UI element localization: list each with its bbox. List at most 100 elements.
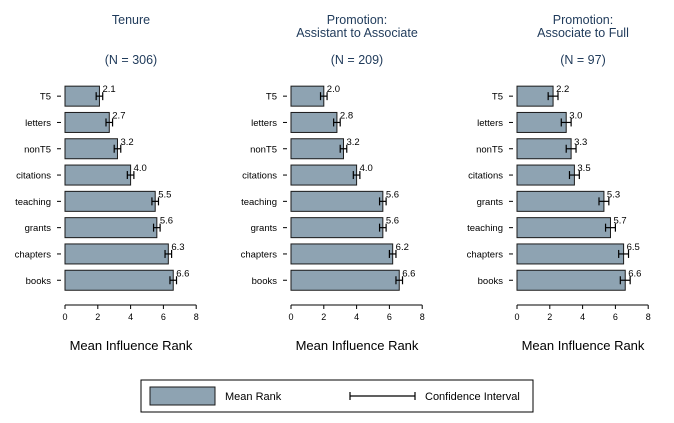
panel-tenure: Tenure (N = 306) Mean Influence Rank 0 2 4… [15, 13, 199, 353]
y-tick-label: letters [477, 118, 503, 129]
bar-books [64, 269, 174, 291]
data-label: 5.6 [386, 216, 399, 227]
y-tick-label: books [478, 276, 504, 287]
y-tick-label: chapters [467, 249, 504, 260]
panel-title-line2: Assistant to Associate [296, 26, 418, 40]
x-tick-label: 6 [613, 312, 618, 322]
x-tick-label: 2 [321, 312, 326, 322]
data-label: 5.5 [158, 189, 171, 200]
legend-ci-label: Confidence Interval [425, 391, 520, 403]
bar-grants [290, 217, 384, 239]
legend-ci-swatch [349, 392, 416, 400]
legend: Mean Rank Confidence Interval [140, 379, 534, 413]
bar-teaching [64, 190, 156, 212]
data-label: 6.5 [627, 242, 640, 253]
data-label: 5.6 [386, 189, 399, 200]
bar-letters [64, 111, 110, 133]
bar-nonT5 [290, 138, 344, 160]
data-label: 3.2 [120, 137, 133, 148]
legend-bar-label: Mean Rank [225, 391, 282, 403]
x-axis-label: Mean Influence Rank [70, 338, 193, 353]
data-label: 6.6 [402, 268, 415, 279]
y-tick-label: grants [477, 197, 504, 208]
bar-citations [290, 164, 358, 186]
x-tick-label: 8 [420, 312, 425, 322]
data-label: 6.3 [171, 242, 184, 253]
data-label: 6.2 [396, 242, 409, 253]
x-tick-label: 4 [128, 312, 133, 322]
bar-teaching [290, 190, 384, 212]
bar-T5 [64, 85, 100, 107]
bar-nonT5 [516, 138, 572, 160]
data-label: 3.2 [346, 137, 359, 148]
data-label: 4.0 [134, 163, 147, 174]
data-label: 2.2 [556, 84, 569, 95]
data-label: 3.0 [569, 110, 582, 121]
bar-letters [516, 111, 567, 133]
y-tick-label: citations [16, 171, 51, 182]
x-tick-label: 2 [547, 312, 552, 322]
y-tick-label: chapters [15, 249, 52, 260]
panel-title: Promotion: [327, 13, 387, 27]
panel-subtitle: (N = 209) [331, 53, 383, 67]
y-tick-label: nonT5 [24, 144, 51, 155]
bar-books [516, 269, 626, 291]
y-tick-label: nonT5 [476, 144, 503, 155]
data-label: 2.8 [340, 110, 353, 121]
y-tick-label: books [26, 276, 52, 287]
bar-grants [516, 190, 605, 212]
y-tick-label: teaching [241, 197, 277, 208]
bar-T5 [290, 85, 325, 107]
data-label: 6.6 [176, 268, 189, 279]
data-label: 5.6 [160, 216, 173, 227]
y-tick-label: citations [242, 171, 277, 182]
y-tick-label: T5 [266, 92, 277, 103]
bar-teaching [516, 217, 611, 239]
bar-citations [64, 164, 132, 186]
panel-title-line2: Associate to Full [537, 26, 629, 40]
legend-bar-swatch [149, 386, 216, 406]
x-tick-label: 6 [387, 312, 392, 322]
data-label: 3.5 [577, 163, 590, 174]
panel-subtitle: (N = 306) [105, 53, 157, 67]
x-tick-label: 0 [514, 312, 519, 322]
bar-chapters [516, 243, 625, 265]
data-label: 2.0 [327, 84, 340, 95]
bar-books [290, 269, 400, 291]
y-tick-label: nonT5 [250, 144, 277, 155]
x-tick-label: 8 [646, 312, 651, 322]
data-label: 6.6 [628, 268, 641, 279]
data-label: 5.3 [607, 189, 620, 200]
x-tick-label: 8 [194, 312, 199, 322]
y-tick-label: teaching [467, 223, 503, 234]
panel-assistant-to-associate: Promotion: Assistant to Associate (N = 2… [241, 13, 425, 353]
y-tick-label: letters [251, 118, 277, 129]
x-axis-label: Mean Influence Rank [296, 338, 419, 353]
data-label: 4.0 [360, 163, 373, 174]
y-tick-label: grants [25, 223, 52, 234]
bar-letters [290, 111, 338, 133]
data-label: 2.7 [112, 110, 125, 121]
bar-grants [64, 217, 158, 239]
y-tick-label: citations [468, 171, 503, 182]
data-label: 5.7 [613, 216, 626, 227]
data-label: 2.1 [102, 84, 115, 95]
y-tick-label: T5 [492, 92, 503, 103]
panel-subtitle: (N = 97) [560, 53, 606, 67]
x-tick-label: 0 [62, 312, 67, 322]
x-axis-label: Mean Influence Rank [522, 338, 645, 353]
panel-title: Promotion: [553, 13, 613, 27]
x-tick-label: 4 [580, 312, 585, 322]
bar-chapters [290, 243, 394, 265]
bar-citations [516, 164, 575, 186]
x-tick-label: 6 [161, 312, 166, 322]
bar-nonT5 [64, 138, 118, 160]
panel-title: Tenure [112, 13, 150, 27]
x-tick-label: 0 [288, 312, 293, 322]
y-tick-label: letters [25, 118, 51, 129]
y-tick-label: chapters [241, 249, 278, 260]
data-label: 3.3 [574, 137, 587, 148]
x-tick-label: 2 [95, 312, 100, 322]
